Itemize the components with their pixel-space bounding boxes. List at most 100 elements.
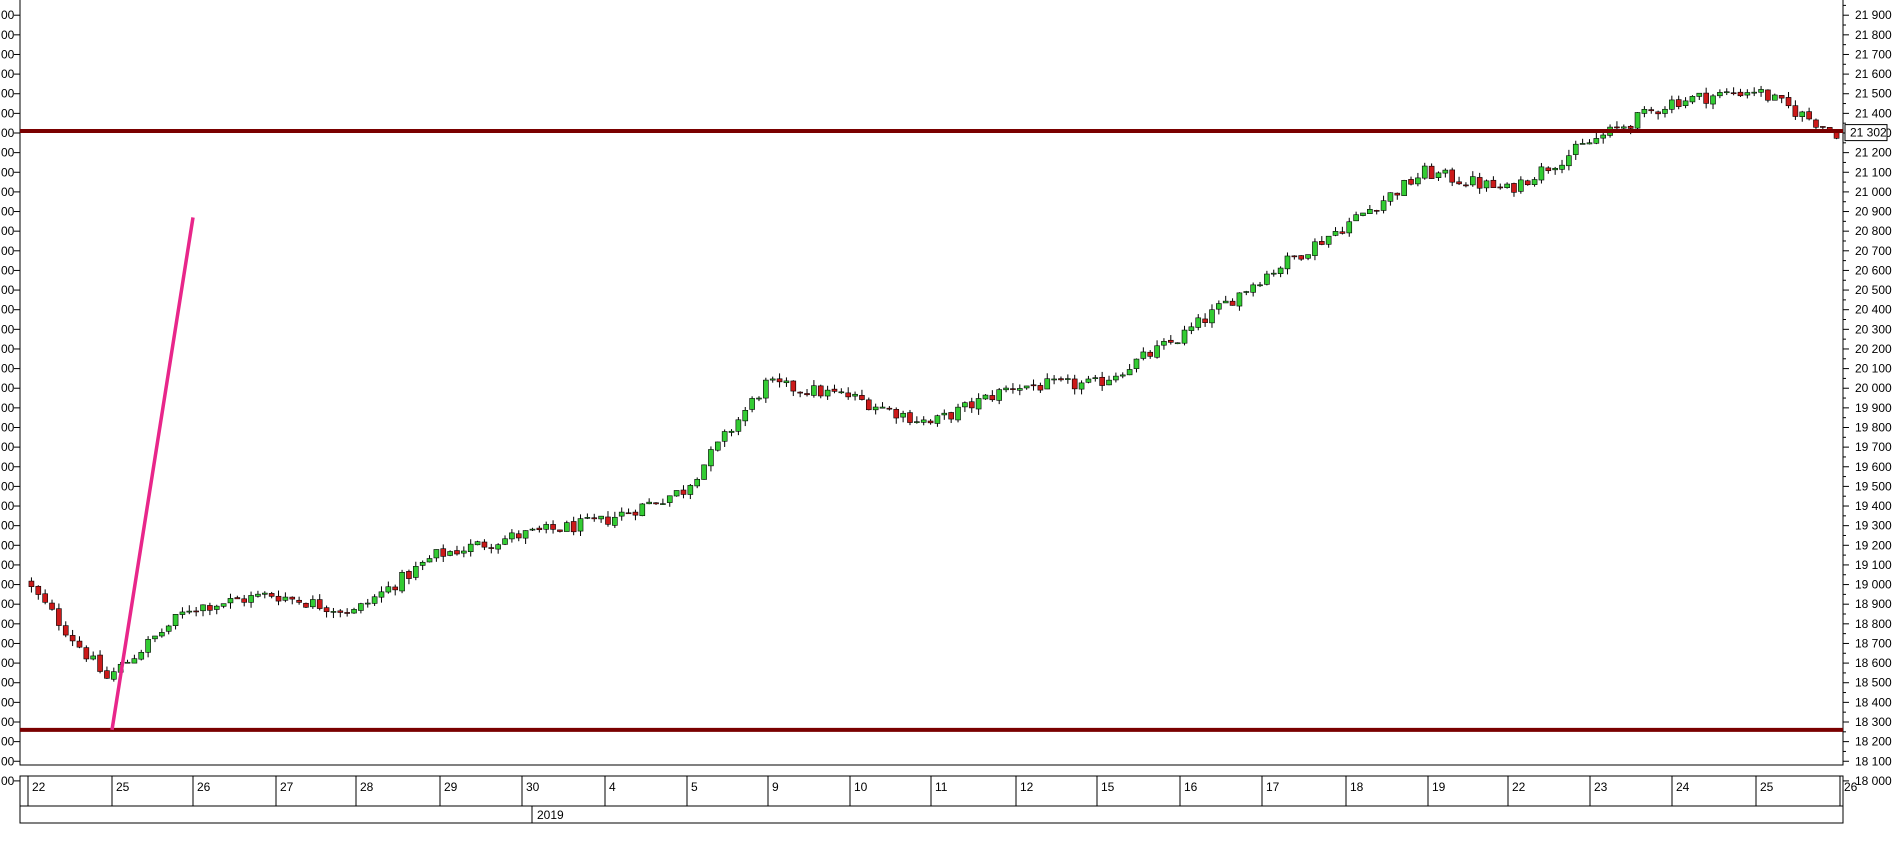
y-tick-label: 20 100: [1855, 362, 1892, 376]
y-tick-label: 19 000: [1855, 578, 1892, 592]
y-tick-label: 19 200: [1855, 538, 1892, 552]
candle-body: [1792, 105, 1799, 117]
candle-body: [797, 391, 803, 394]
candle-body: [804, 393, 810, 396]
candle-body: [865, 399, 872, 411]
candle-body: [570, 521, 577, 533]
candle-body: [344, 612, 350, 614]
candle-body: [660, 503, 666, 505]
candle-body: [392, 586, 399, 591]
y-tick-label-left: 00: [1, 401, 15, 415]
candle-body: [1758, 89, 1764, 93]
candle-body: [371, 596, 378, 604]
candle-body: [488, 547, 495, 549]
candle-body: [735, 419, 742, 432]
candle-body: [1627, 125, 1634, 129]
y-tick-label: 19 600: [1855, 460, 1892, 474]
candle-body: [165, 625, 172, 632]
candle-body: [1065, 378, 1071, 380]
candle-body: [1092, 377, 1099, 379]
candle-body: [1161, 341, 1167, 346]
candle-body: [213, 605, 220, 610]
candle-body: [914, 421, 920, 423]
y-tick-label-left: 00: [1, 8, 15, 22]
y-tick-label-left: 00: [1, 617, 15, 631]
candle-body: [824, 389, 831, 397]
candle-body: [1497, 186, 1504, 189]
candle-body: [1257, 284, 1263, 287]
y-tick-label-left: 00: [1, 165, 15, 179]
candle-body: [1126, 369, 1133, 376]
candle-body: [1765, 89, 1771, 101]
x-tick-label: 23: [1594, 780, 1608, 794]
candle-body: [481, 541, 488, 548]
candle-body: [1730, 92, 1737, 95]
y-tick-label: 18 500: [1855, 676, 1892, 690]
candle-body: [227, 598, 234, 604]
y-tick-label-left: 00: [1, 362, 15, 376]
y-tick-label: 20 000: [1855, 381, 1892, 395]
candle-body: [1401, 180, 1407, 196]
y-tick-label: 20 600: [1855, 263, 1892, 277]
candle-body: [1318, 241, 1325, 245]
candle-body: [584, 517, 591, 519]
candle-body: [515, 533, 522, 539]
x-tick-label: 16: [1184, 780, 1198, 794]
candle-body: [845, 392, 852, 398]
candle-body: [1771, 94, 1778, 101]
y-tick-label: 18 000: [1855, 774, 1892, 788]
x-tick-label: 18: [1350, 780, 1364, 794]
x-tick-label: 12: [1020, 780, 1034, 794]
candle-body: [1106, 379, 1112, 386]
candle-body: [303, 602, 309, 608]
candle-body: [1751, 91, 1758, 94]
candle-body: [1154, 345, 1160, 358]
candle-body: [852, 393, 858, 397]
candle-body: [1723, 91, 1730, 94]
candle-body: [543, 524, 550, 530]
candle-body: [351, 609, 357, 614]
candle-body: [104, 670, 110, 679]
candle-body: [42, 593, 48, 603]
candle-body: [419, 561, 426, 566]
candle-body: [1813, 119, 1819, 128]
candle-body: [550, 524, 556, 530]
candle-body: [1669, 99, 1675, 110]
candle-body: [447, 551, 453, 556]
candle-body: [694, 478, 701, 487]
y-tick-label-left: 00: [1, 735, 15, 749]
candle-body: [1037, 385, 1044, 391]
y-tick-label-left: 00: [1, 303, 15, 317]
candle-body: [879, 406, 886, 409]
candle-body: [1202, 318, 1208, 323]
candle-body: [557, 529, 563, 532]
candle-body: [406, 571, 412, 579]
y-tick-label-left: 00: [1, 754, 15, 768]
candle-body: [1270, 272, 1277, 275]
candle-body: [859, 395, 865, 400]
candle-body: [920, 419, 927, 423]
y-tick-label-left: 00: [1, 578, 15, 592]
y-tick-label: 20 900: [1855, 205, 1892, 219]
candle-body: [1023, 385, 1030, 389]
candle-body: [1511, 183, 1517, 193]
candle-body: [1332, 231, 1339, 236]
candle-body: [193, 610, 199, 613]
x-tick-label: 26: [197, 780, 211, 794]
candle-body: [62, 625, 69, 636]
y-tick-label: 19 100: [1855, 558, 1892, 572]
candle-body: [776, 378, 783, 383]
candle-body: [220, 603, 227, 607]
x-tick-label: 9: [772, 780, 779, 794]
y-tick-label-left: 00: [1, 636, 15, 650]
candle-body: [1524, 180, 1531, 186]
candle-body: [769, 378, 776, 381]
candle-body: [1689, 96, 1696, 103]
y-tick-label-left: 00: [1, 695, 15, 709]
y-tick-label: 18 600: [1855, 656, 1892, 670]
x-tick-label: 27: [280, 780, 294, 794]
candle-body: [1325, 235, 1332, 245]
candle-body: [1600, 134, 1607, 139]
y-tick-label-left: 00: [1, 283, 15, 297]
candle-body: [1572, 143, 1579, 155]
